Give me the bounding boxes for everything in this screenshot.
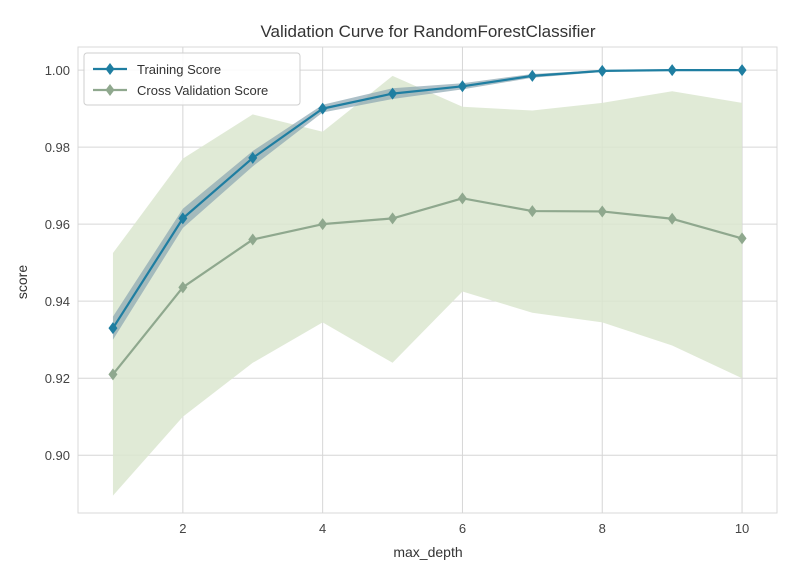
data-point	[527, 205, 537, 218]
x-tick-label: 2	[179, 521, 186, 536]
data-point	[178, 212, 188, 225]
data-point	[597, 64, 607, 77]
y-axis-ticks: 0.90 0.92 0.94 0.96 0.98 1.00	[45, 63, 70, 463]
y-tick-label: 0.90	[45, 448, 70, 463]
y-axis-label: score	[14, 265, 30, 299]
score-lines	[112, 69, 743, 376]
legend: Training Score Cross Validation Score	[83, 52, 301, 106]
data-point	[318, 102, 328, 115]
data-point	[388, 87, 398, 100]
score-bands	[112, 70, 743, 496]
data-point	[178, 281, 188, 294]
data-point	[457, 80, 467, 93]
band-1	[112, 75, 743, 496]
legend-box	[83, 52, 301, 106]
score-markers	[108, 64, 747, 381]
series-line-0	[112, 69, 743, 329]
legend-label: Training Score	[137, 62, 221, 77]
legend-marker	[105, 84, 115, 96]
x-axis-label: max_depth	[393, 544, 462, 560]
x-axis-ticks: 2 4 6 8 10	[179, 521, 749, 536]
legend-marker	[105, 63, 115, 75]
y-tick-label: 1.00	[45, 63, 70, 78]
data-point	[667, 212, 677, 225]
data-point	[108, 368, 118, 381]
data-point	[108, 322, 118, 335]
data-point	[667, 64, 677, 77]
x-tick-label: 6	[459, 521, 466, 536]
data-point	[737, 232, 747, 245]
legend-label: Cross Validation Score	[137, 83, 268, 98]
y-tick-label: 0.96	[45, 217, 70, 232]
data-point	[248, 233, 258, 246]
x-tick-label: 4	[319, 521, 326, 536]
data-point	[388, 212, 398, 225]
data-point	[318, 218, 328, 231]
x-tick-label: 10	[735, 521, 749, 536]
y-tick-label: 0.98	[45, 140, 70, 155]
y-tick-label: 0.92	[45, 371, 70, 386]
data-point	[737, 64, 747, 77]
series-line-1	[112, 197, 743, 376]
data-point	[597, 205, 607, 218]
chart-title: Validation Curve for RandomForestClassif…	[260, 22, 595, 41]
y-tick-label: 0.94	[45, 294, 70, 309]
data-point	[248, 151, 258, 164]
data-point	[527, 69, 537, 82]
x-tick-label: 8	[599, 521, 606, 536]
data-point	[457, 192, 467, 205]
